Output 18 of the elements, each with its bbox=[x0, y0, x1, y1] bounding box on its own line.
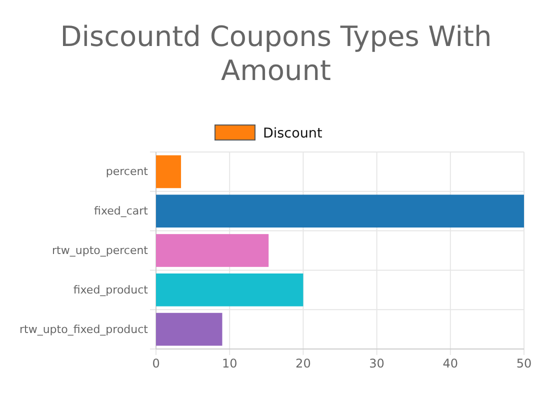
x-tick-label: 50 bbox=[516, 356, 532, 371]
x-tick-label: 20 bbox=[296, 356, 311, 371]
x-tick-label: 0 bbox=[152, 356, 160, 371]
bar bbox=[156, 312, 222, 346]
bar bbox=[156, 155, 182, 188]
legend-label: Discount bbox=[263, 126, 322, 142]
y-tick-label: percent bbox=[106, 165, 149, 178]
x-tick-label: 40 bbox=[442, 356, 458, 371]
bar bbox=[156, 273, 304, 306]
x-tick-label: 10 bbox=[222, 356, 238, 371]
bar bbox=[156, 234, 269, 267]
chart-title: Discountd Coupons Types With Amount bbox=[60, 20, 492, 87]
y-tick-label: fixed_product bbox=[73, 283, 149, 296]
y-tick-label: fixed_cart bbox=[94, 204, 149, 218]
y-tick-label: rtw_upto_percent bbox=[52, 244, 149, 258]
bar bbox=[156, 194, 524, 228]
y-tick-label: rtw_upto_fixed_product bbox=[20, 322, 149, 336]
x-tick-label: 30 bbox=[369, 356, 384, 371]
